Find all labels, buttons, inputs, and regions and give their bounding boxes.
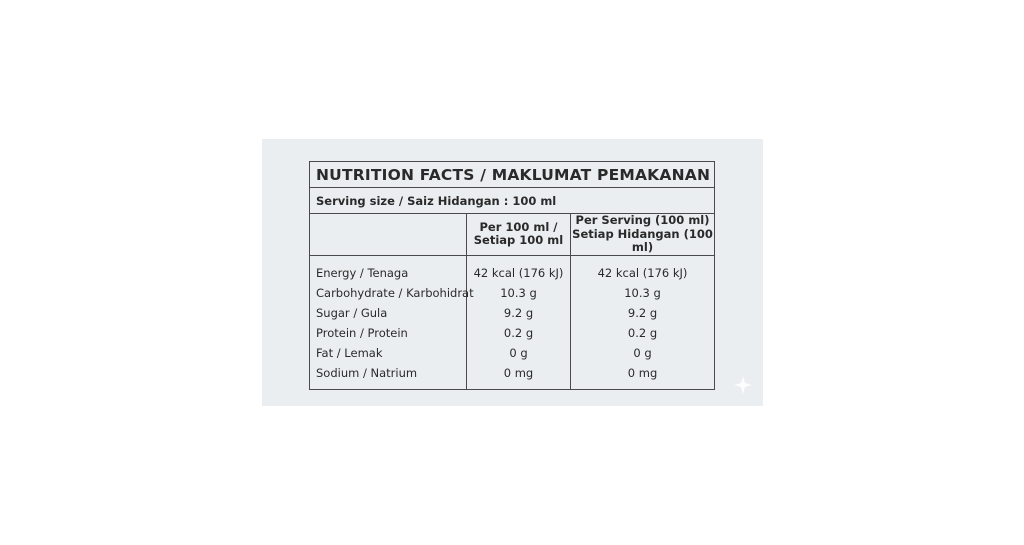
header-per-serving-line2: Setiap Hidangan (100 ml) (572, 226, 713, 254)
table-title: NUTRITION FACTS / MAKLUMAT PEMAKANAN (308, 161, 716, 188)
per-serving-value: 10.3 g (624, 285, 661, 300)
nutrient-label: Energy / Tenaga (316, 265, 409, 280)
header-per-serving-line1: Per Serving (100 ml) (575, 213, 710, 227)
header-row: Per 100 ml / Setiap 100 ml Per Serving (… (309, 213, 716, 256)
nutrient-label: Sugar / Gula (316, 305, 388, 320)
per-100-value: 0 g (509, 345, 528, 360)
per-serving-value: 42 kcal (176 kJ) (597, 265, 688, 280)
nutrient-label: Sodium / Natrium (316, 365, 418, 380)
title-row: NUTRITION FACTS / MAKLUMAT PEMAKANAN (308, 161, 716, 188)
serving-size: Serving size / Saiz Hidangan : 100 ml (308, 187, 716, 214)
header-per-100: Per 100 ml / Setiap 100 ml (466, 213, 571, 256)
per-100-value: 0 mg (503, 365, 534, 380)
per-100-value: 10.3 g (500, 285, 537, 300)
per-serving-value: 0 g (633, 345, 652, 360)
nutrition-facts-table: NUTRITION FACTS / MAKLUMAT PEMAKANAN Ser… (308, 161, 716, 390)
per-serving-value: 0 mg (627, 365, 658, 380)
per-serving-value: 0.2 g (627, 325, 658, 340)
per-100-value: 0.2 g (503, 325, 534, 340)
sparkle-icon (734, 376, 752, 394)
per-serving-value: 9.2 g (627, 305, 658, 320)
header-per-serving: Per Serving (100 ml) Setiap Hidangan (10… (569, 213, 716, 256)
header-empty-cell (309, 213, 467, 256)
serving-row: Serving size / Saiz Hidangan : 100 ml (308, 187, 716, 214)
per-100-values: 42 kcal (176 kJ) 10.3 g 9.2 g 0.2 g 0 g … (466, 254, 571, 390)
header-per-100-line2: Setiap 100 ml (473, 233, 564, 248)
nutrient-labels: Energy / Tenaga Carbohydrate / Karbohidr… (309, 254, 474, 390)
per-100-value: 42 kcal (176 kJ) (473, 265, 564, 280)
per-serving-values: 42 kcal (176 kJ) 10.3 g 9.2 g 0.2 g 0 g … (569, 254, 716, 390)
nutrient-label: Protein / Protein (316, 325, 408, 340)
per-100-value: 9.2 g (503, 305, 534, 320)
nutrient-label: Fat / Lemak (316, 345, 383, 360)
header-per-100-line1: Per 100 ml / (479, 219, 558, 234)
nutrient-body: Energy / Tenaga Carbohydrate / Karbohidr… (309, 254, 716, 390)
nutrient-label: Carbohydrate / Karbohidrat (316, 285, 474, 300)
